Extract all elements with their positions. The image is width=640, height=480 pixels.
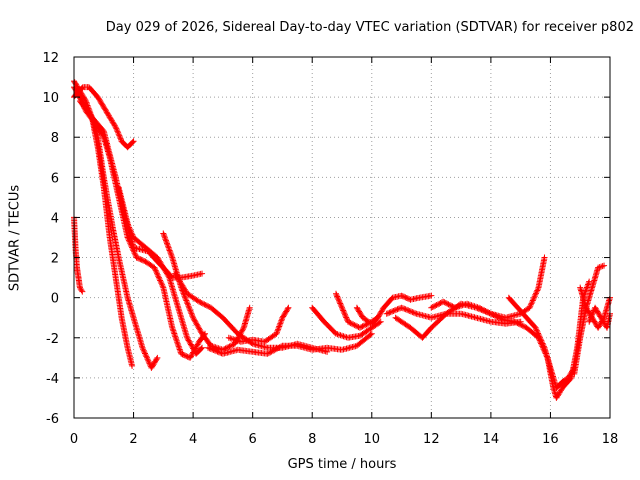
x-tick-label: 6 xyxy=(249,432,257,447)
series-points xyxy=(160,230,253,353)
chart-title: Day 029 of 2026, Sidereal Day-to-day VTE… xyxy=(105,20,634,35)
x-tick-label: 10 xyxy=(364,432,381,447)
x-axis-label: GPS time / hours xyxy=(287,457,397,472)
x-tick-label: 4 xyxy=(189,432,197,447)
y-tick-label: 12 xyxy=(42,51,59,66)
y-tick-label: -6 xyxy=(46,412,59,427)
series-arc-11 xyxy=(225,304,292,345)
series-arc-12 xyxy=(309,304,384,341)
y-tick-label: 8 xyxy=(51,131,59,146)
x-tick-label: 12 xyxy=(423,432,440,447)
series-points xyxy=(505,294,578,391)
series-arc-10 xyxy=(205,330,375,357)
series-points xyxy=(353,292,435,327)
series-points xyxy=(225,304,292,345)
y-tick-label: 6 xyxy=(51,171,59,186)
series-arc-20 xyxy=(571,262,608,377)
y-tick-label: -2 xyxy=(46,332,59,347)
series-arc-18 xyxy=(505,294,578,391)
series-arc-14 xyxy=(353,292,435,327)
plot-frame xyxy=(73,56,611,419)
y-tick-label: 4 xyxy=(51,211,59,226)
axes: 0 2 4 6 8 10 12 14 16 18 -6 -4 -2 0 2 4 6 8 10 12 xyxy=(42,51,618,447)
data-points xyxy=(71,78,613,401)
x-tick-label: 2 xyxy=(129,432,137,447)
x-tick-label: 8 xyxy=(308,432,316,447)
x-tick-label: 16 xyxy=(542,432,559,447)
series-points xyxy=(205,330,375,357)
series-arc-1 xyxy=(71,214,86,295)
series-arc-8 xyxy=(160,230,253,353)
x-tick-label: 14 xyxy=(483,432,500,447)
series-points xyxy=(571,262,608,377)
y-tick-label: 10 xyxy=(42,91,59,106)
x-tick-label: 18 xyxy=(602,432,619,447)
series-arc-7 xyxy=(115,184,206,281)
series-points xyxy=(115,184,206,281)
y-tick-label: -4 xyxy=(46,372,59,387)
series-points xyxy=(586,304,613,331)
series-points xyxy=(309,304,384,341)
y-tick-label: 2 xyxy=(51,252,59,267)
series-points xyxy=(71,214,86,295)
series-arc-21 xyxy=(586,304,613,331)
x-tick-label: 0 xyxy=(70,432,78,447)
y-tick-label: 0 xyxy=(51,292,59,307)
